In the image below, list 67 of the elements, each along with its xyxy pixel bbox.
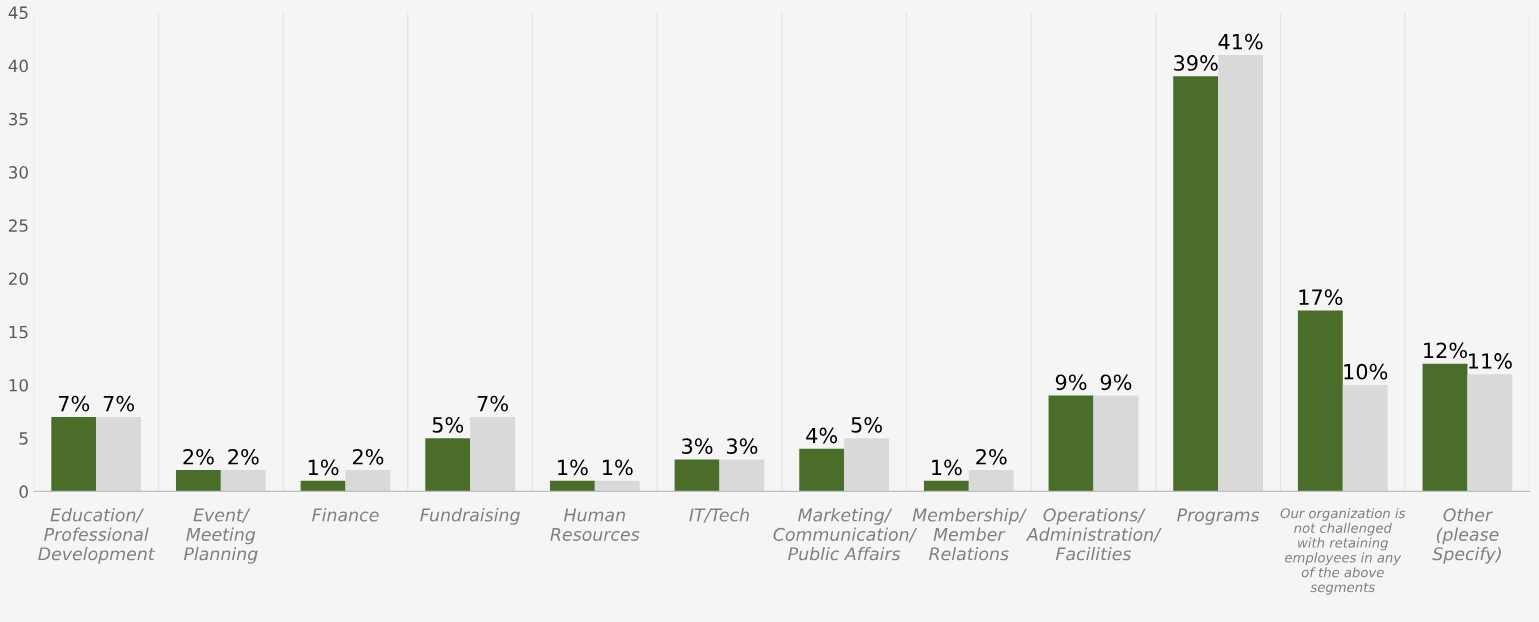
bar: [1342, 384, 1388, 492]
y-tick-label: 20: [9, 272, 28, 286]
y-tick-label: 40: [8, 59, 28, 73]
bar: [1297, 310, 1343, 492]
x-tick-label: Event/ Meeting Planning: [183, 508, 258, 564]
x-tick-label: Education/ Professional Development: [38, 508, 156, 564]
data-label: 4%: [806, 427, 838, 444]
x-tick-label: Other (please Specify): [1432, 508, 1501, 564]
data-label: 1%: [603, 459, 633, 476]
data-label: 17%: [1299, 289, 1343, 306]
x-tick-label: IT/Tech: [689, 508, 749, 523]
bar: [799, 448, 845, 492]
y-tick-label: 15: [9, 325, 28, 339]
bar: [1093, 395, 1139, 492]
data-label: 7%: [103, 395, 134, 412]
data-label: 9%: [1100, 374, 1132, 391]
bar: [1048, 395, 1094, 492]
data-label: 2%: [976, 448, 1007, 465]
bar: [549, 480, 595, 492]
data-label: 2%: [183, 448, 214, 465]
bar: [220, 470, 266, 492]
data-label: 7%: [477, 395, 508, 412]
bar: [1467, 374, 1513, 492]
bar: [51, 416, 97, 492]
data-label: 41%: [1218, 33, 1263, 50]
bar: [175, 470, 221, 492]
y-tick-label: 10: [9, 378, 28, 392]
bar: [300, 480, 346, 492]
bar: [923, 480, 969, 492]
y-tick-label: 25: [9, 219, 28, 232]
data-label: 3%: [682, 438, 713, 455]
bar: [96, 416, 142, 492]
data-label: 1%: [308, 459, 339, 476]
data-label: 7%: [58, 395, 90, 412]
bar: [470, 416, 516, 492]
bar: [719, 459, 765, 492]
y-tick-label: 35: [9, 112, 28, 126]
x-tick-label: Human Resources: [550, 508, 640, 541]
data-label: 10%: [1344, 363, 1388, 380]
bar: [345, 470, 391, 492]
data-label: 2%: [228, 448, 259, 465]
data-label: 9%: [1055, 374, 1087, 391]
bar: [968, 470, 1014, 492]
data-label: 2%: [352, 448, 384, 465]
bar: [594, 480, 640, 492]
y-tick-label: 0: [19, 485, 28, 498]
y-tick-label: 45: [8, 6, 28, 20]
x-tick-label: Finance: [312, 508, 379, 522]
bar: [1422, 363, 1468, 492]
bar: [674, 459, 720, 492]
x-tick-label: Our organization is not challenged with retaining employees in any of the above segments: [1280, 508, 1406, 595]
x-tick-label: Fundraising: [420, 508, 520, 525]
bar: [1173, 76, 1219, 492]
data-label: 11%: [1469, 353, 1512, 369]
x-tick-label: Programs: [1177, 508, 1260, 525]
data-label: 1%: [558, 459, 588, 476]
data-label: 5%: [432, 416, 464, 433]
data-label: 3%: [726, 438, 758, 455]
data-label: 39%: [1174, 55, 1218, 71]
data-label: 5%: [851, 416, 882, 433]
bar: [844, 438, 890, 492]
bar: [1218, 55, 1263, 492]
bar: [425, 438, 471, 492]
data-label: 12%: [1424, 342, 1467, 359]
data-label: 1%: [932, 459, 962, 476]
y-tick-label: 5: [19, 432, 28, 445]
y-tick-label: 30: [9, 166, 28, 179]
